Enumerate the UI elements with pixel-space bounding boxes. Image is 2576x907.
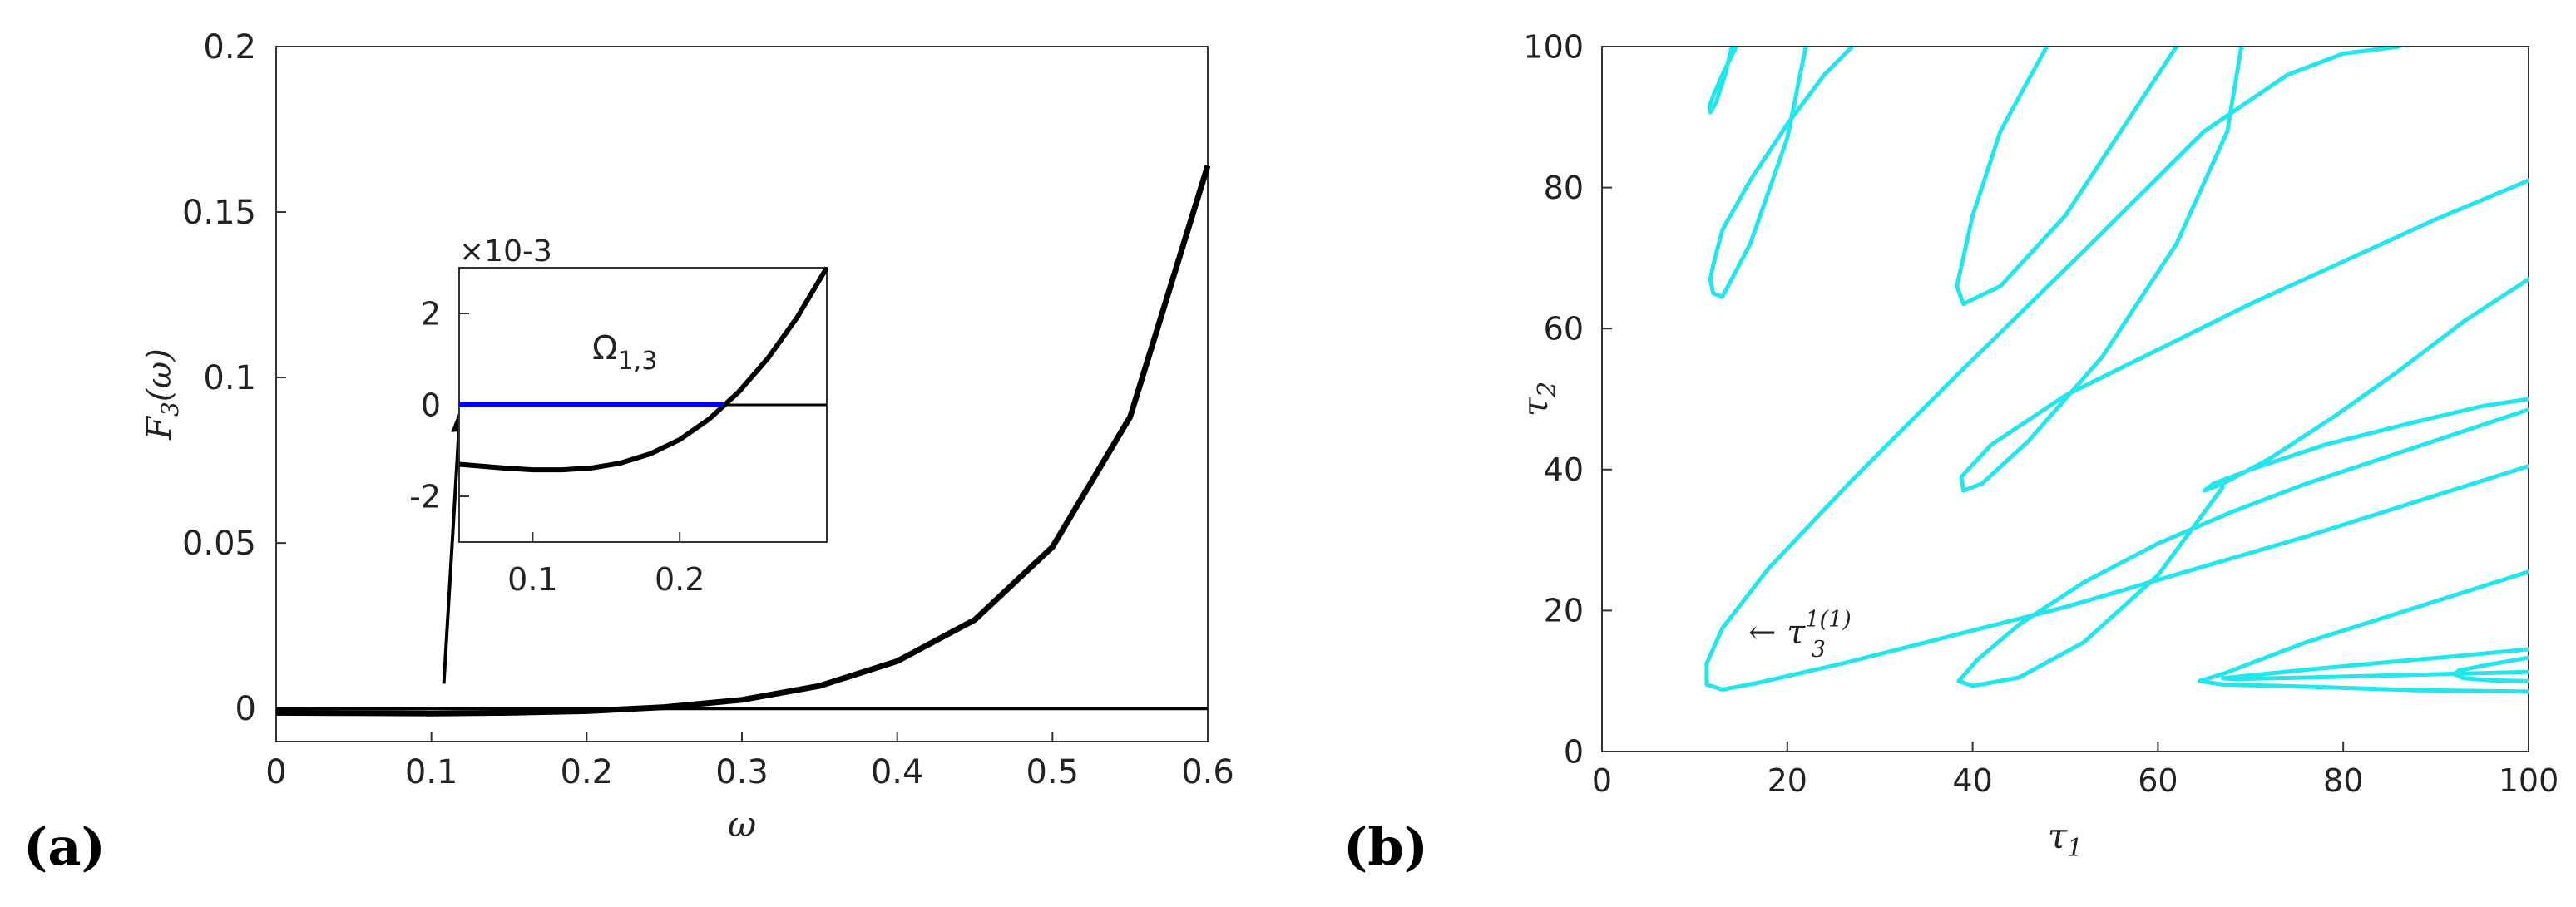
panel-a-label: (a): [23, 816, 106, 877]
inset-ytick-label: 2: [421, 295, 441, 332]
curve-branch-1: [1704, 47, 2529, 692]
panel-a-xtick-label: 0.4: [871, 753, 924, 791]
inset-xtick-label: 0.1: [507, 561, 557, 598]
panel-a-xtick-label: 0.1: [405, 753, 458, 791]
panel-a-ticks: 0 0.1 0.2 0.3 0.4 0.5 0.6 0 0.05 0.1 0.15 0.2: [182, 28, 1234, 791]
curve-branch-10: [2452, 655, 2529, 683]
panel-b-xlabel: τ1: [2048, 816, 2083, 863]
panel-b-xtick-label: 20: [1768, 762, 1807, 799]
inset-omega-subscript: 1,3: [618, 347, 658, 376]
panel-a-xtick-label: 0.3: [715, 753, 769, 791]
panel-b-ytick-label: 0: [1564, 733, 1584, 770]
panel-b-ylabel: τ2: [1515, 382, 1562, 417]
panel-b-ytick-label: 60: [1544, 311, 1584, 348]
panel-b-annotation-text: ← τ: [1748, 614, 1806, 652]
panel-a-ytick-label: 0.2: [203, 28, 256, 67]
inset-ytick-label: -2: [409, 478, 441, 515]
panel-a-xtick-label: 0.5: [1026, 753, 1080, 791]
panel-a-ytick-label: 0.1: [203, 359, 256, 397]
curve-branch-9: [2220, 647, 2529, 682]
panel-a-ytick-label: 0.15: [182, 194, 256, 232]
panel-b-ytick-label: 80: [1544, 170, 1584, 206]
panel-b-series: [1704, 47, 2529, 694]
panel-b-ytick-label: 100: [1523, 28, 1584, 65]
panel-a-ytick-label: 0.05: [182, 525, 256, 563]
panel-a-chart: 0 0.1 0.2 0.3 0.4 0.5 0.6 0 0.05 0.1 0.15 0.2 ω F3(…: [23, 28, 1234, 877]
curve-branch-3: [1707, 47, 1738, 115]
inset-omega-symbol: Ω: [592, 329, 618, 367]
panel-b-label: (b): [1343, 816, 1428, 877]
panel-b-xtick-label: 40: [1952, 762, 1992, 799]
panel-b-annotation: ← τ1(1) 3: [1748, 607, 1852, 663]
series-line-f3-omega-: [275, 165, 1211, 717]
inset-line-f3-zoom: [458, 266, 829, 473]
inset-ticks: 0.1 0.2 2 0 -2: [409, 295, 705, 598]
inset-omega-label: Ω1,3: [592, 329, 657, 376]
panel-b-xtick-label: 0: [1592, 762, 1612, 799]
panel-a-xlabel: ω: [728, 804, 756, 845]
panel-a-xtick-label: 0: [265, 753, 286, 791]
panel-b-xtick-label: 80: [2323, 762, 2363, 799]
curve-branch-4: [1959, 47, 2529, 493]
panel-b-ytick-label: 20: [1544, 593, 1584, 629]
inset-scale-label: ×10-3: [459, 234, 552, 269]
panel-a-ytick-label: 0: [235, 690, 256, 728]
panel-b-ticks: 0 20 40 60 80 100 0 20 40 60 80 100: [1523, 28, 2559, 799]
panel-a-ylabel: F3(ω): [141, 348, 184, 440]
panel-b-xtick-label: 100: [2499, 762, 2559, 799]
panel-a-xtick-label: 0.2: [561, 753, 614, 791]
curve-branch-7: [2202, 277, 2529, 493]
curve-branch-2: [1708, 47, 1855, 299]
curve-branch-5: [1956, 407, 2529, 688]
panel-a-series: [275, 165, 1211, 717]
curve-branch-8: [2198, 569, 2529, 694]
panel-b-xtick-label: 60: [2138, 762, 2178, 799]
curve-branch-6: [1955, 47, 2179, 306]
panel-b-annotation-sup: 1(1): [1805, 607, 1851, 633]
zoom-arrow-shaft: [442, 421, 462, 684]
panel-b-annotation-sub: 3: [1812, 637, 1826, 663]
panel-b-ytick-label: 40: [1544, 451, 1584, 488]
panel-a-inset: 0.1 0.2 2 0 -2 ×10-3 Ω1,3: [409, 234, 829, 598]
panel-a-xtick-label: 0.6: [1181, 753, 1234, 791]
inset-series: [458, 266, 829, 473]
inset-xtick-label: 0.2: [655, 561, 705, 598]
inset-ytick-label: 0: [421, 387, 441, 423]
